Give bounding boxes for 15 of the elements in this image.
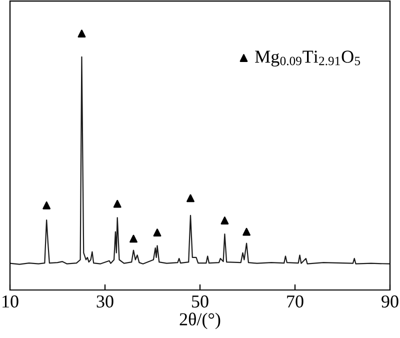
x-tick-label: 30 <box>96 295 114 308</box>
point <box>42 201 51 210</box>
point <box>113 200 122 208</box>
point <box>130 234 138 243</box>
x-axis-title: 2θ/(°) <box>180 312 220 330</box>
point <box>153 228 162 237</box>
x-tick-label: 50 <box>192 295 208 308</box>
legend-label: Mg$_{0.09}$Ti$_{2.91}$O$_{5}$ <box>255 50 360 67</box>
x-tick-label: 70 <box>287 295 304 308</box>
point <box>186 194 194 202</box>
point <box>78 30 86 38</box>
point <box>220 216 229 224</box>
x-tick-label: 10 <box>2 295 18 308</box>
x-tick-label: 90 <box>382 295 398 308</box>
point <box>242 228 250 236</box>
